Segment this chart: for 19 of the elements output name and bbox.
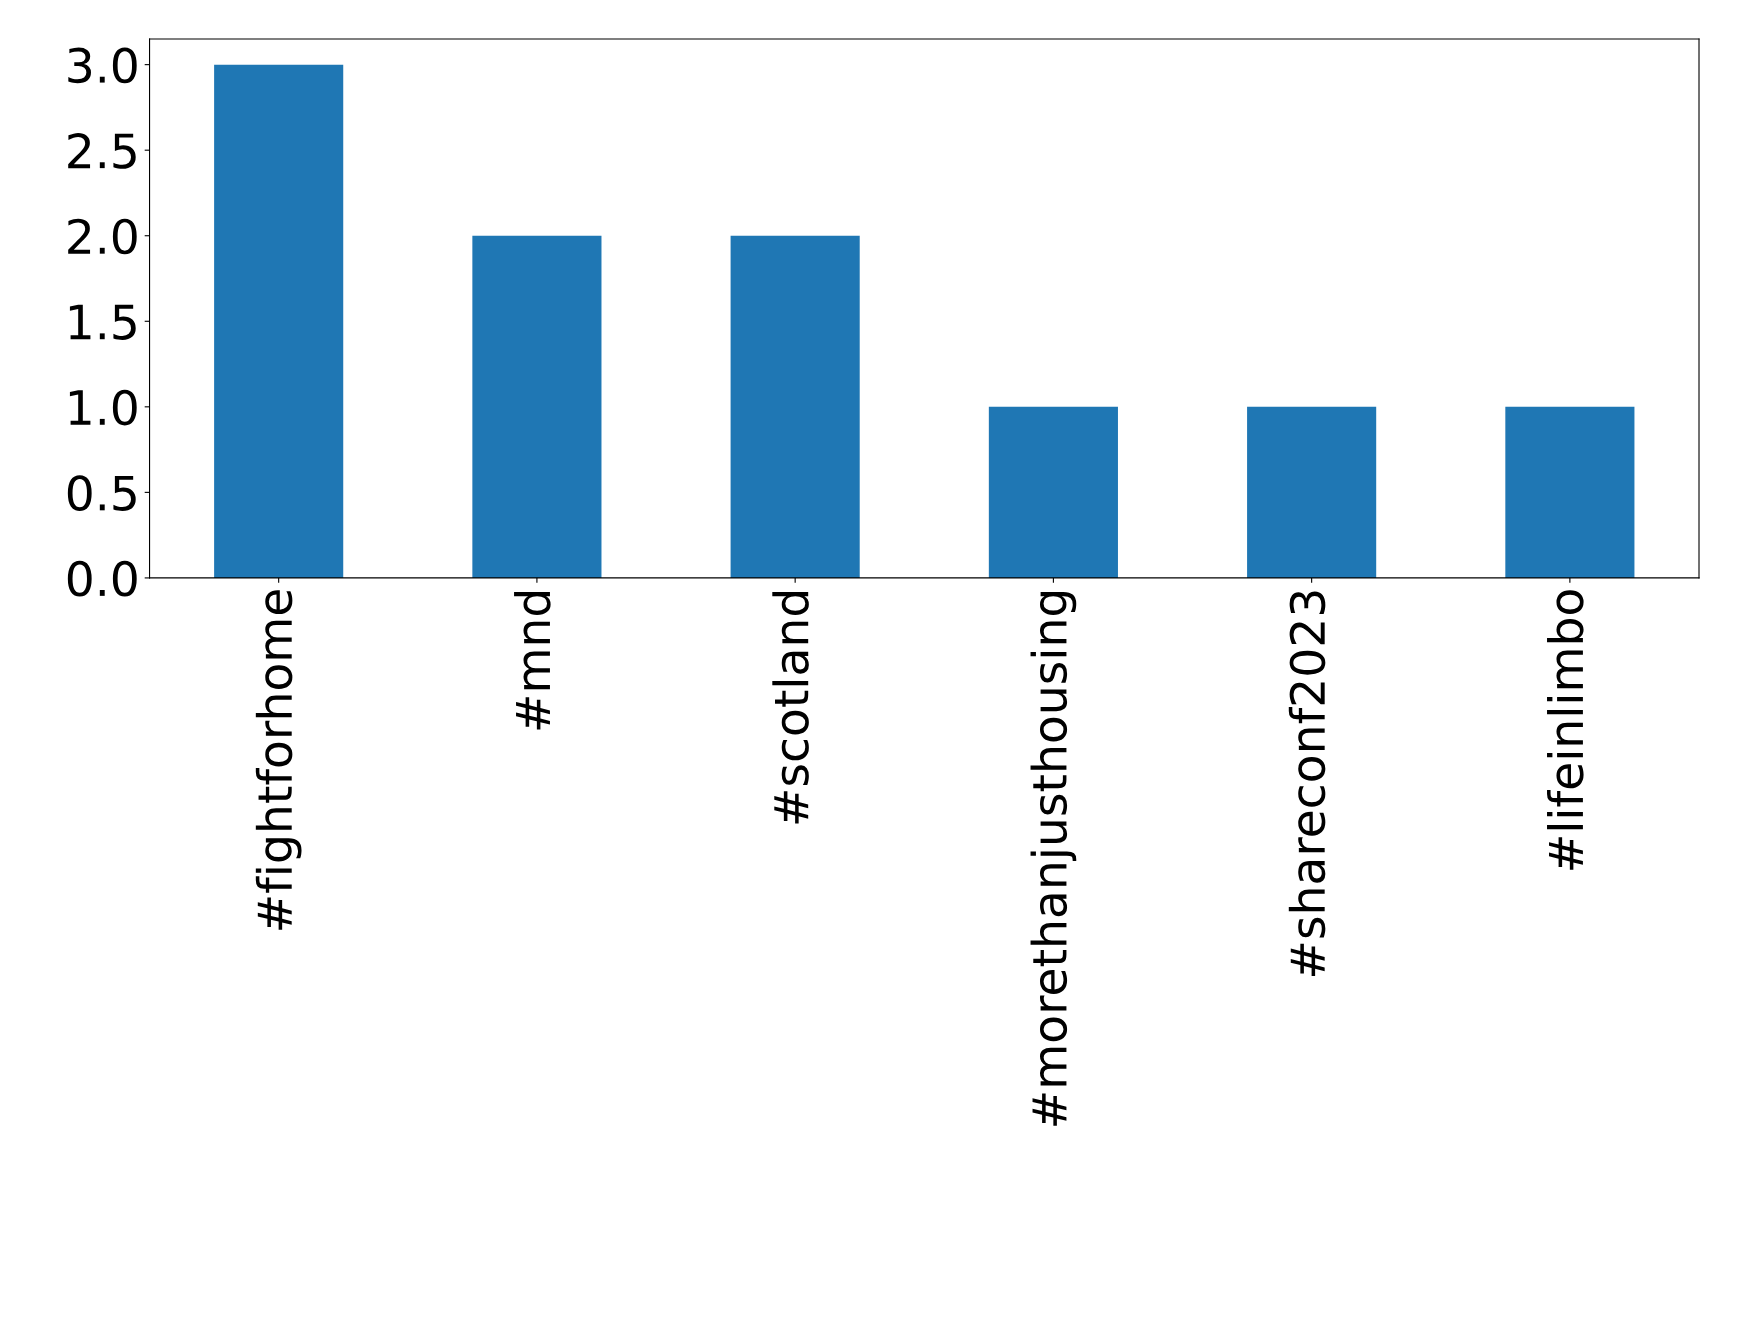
bar [1247,406,1377,578]
x-tick-label: #shareconf2023 [1288,591,1326,977]
bar [730,235,860,578]
x-tick-label: #fightforhome [255,590,302,930]
x-tick-label: #morethanjusthousing [1030,591,1077,1126]
y-tick-label: 2.5 [68,133,136,169]
x-tick-label: #scotland [772,591,809,824]
x-tick-label: #mnd [514,591,551,730]
y-tick-label: 0.0 [67,560,137,597]
y-tick-label: 0.5 [67,475,136,511]
y-tick-label: 3.0 [68,47,137,84]
x-tick-label: #lifeinlimbo [1547,590,1584,870]
bar [988,406,1118,578]
bar [214,64,344,578]
y-tick-label: 2.0 [68,218,137,255]
y-tick-label: 1.0 [69,389,137,426]
bar [1505,406,1635,578]
y-tick-label: 1.5 [69,304,136,340]
bar [472,235,602,578]
